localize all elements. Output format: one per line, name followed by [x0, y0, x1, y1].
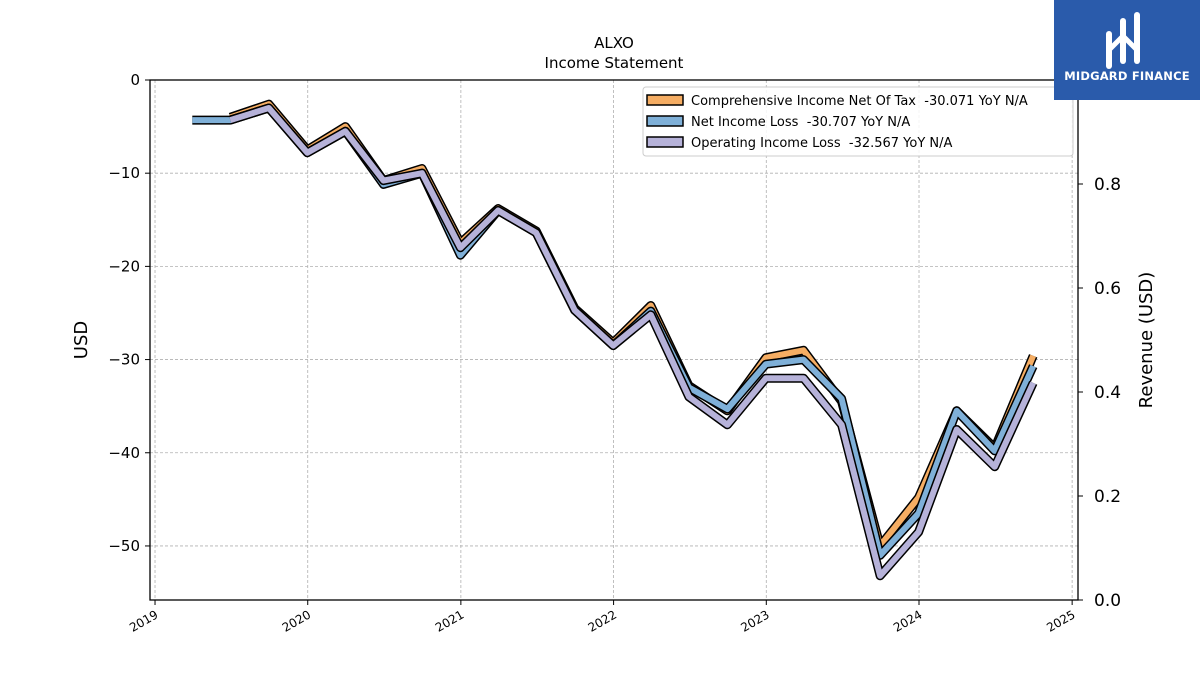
x-tick-label: 2024 [891, 607, 924, 634]
x-tick-label: 2019 [127, 607, 160, 634]
brand-logo: MIDGARD FINANCE [1054, 0, 1200, 100]
x-tick-label: 2023 [738, 607, 771, 634]
chart-subtitle: Income Statement [545, 54, 684, 72]
midgard-logo-icon [1106, 12, 1140, 69]
y-tick-label: −20 [108, 257, 140, 275]
series-line [229, 105, 1036, 579]
chart-title: ALXO [594, 34, 634, 52]
x-tick-label: 2021 [433, 607, 466, 634]
series-line-3 [228, 103, 1038, 581]
legend-swatch [646, 136, 684, 148]
y2-tick-label: 0.2 [1094, 487, 1121, 507]
x-tick-label: 2025 [1044, 607, 1077, 634]
x-tick-label: 2022 [586, 607, 619, 634]
y-tick-label: −30 [108, 351, 140, 369]
y-tick-label: −40 [108, 444, 140, 462]
legend-entry: Comprehensive Income Net Of Tax -30.071 … [691, 94, 1028, 109]
legend-swatch [646, 94, 684, 106]
y2-tick-label: 0.0 [1094, 591, 1121, 611]
y2-axis-label: Revenue (USD) [1136, 272, 1157, 409]
x-tick-label: 2020 [280, 607, 313, 634]
y-axis-label: USD [71, 321, 92, 359]
y-tick-label: −10 [108, 164, 140, 182]
series-layer [192, 99, 1038, 581]
legend-box [642, 86, 1074, 157]
series-line-2 [192, 103, 1038, 560]
series-line [192, 105, 1036, 559]
y2-tick-label: 0.6 [1094, 279, 1121, 299]
brand-name: MIDGARD FINANCE [1064, 69, 1190, 83]
series-outline [192, 103, 1038, 560]
legend-entry: Net Income Loss -30.707 YoY N/A [691, 115, 910, 130]
y-tick-label: −50 [108, 537, 140, 555]
legend-swatch [646, 115, 684, 127]
y2-tick-label: 0.8 [1094, 175, 1121, 195]
legend: Comprehensive Income Net Of Tax -30.071 … [642, 86, 1074, 157]
y2-tick-label: 0.4 [1094, 383, 1121, 403]
legend-entry: Operating Income Loss -32.567 YoY N/A [691, 136, 953, 151]
y-tick-label: 0 [130, 71, 140, 89]
